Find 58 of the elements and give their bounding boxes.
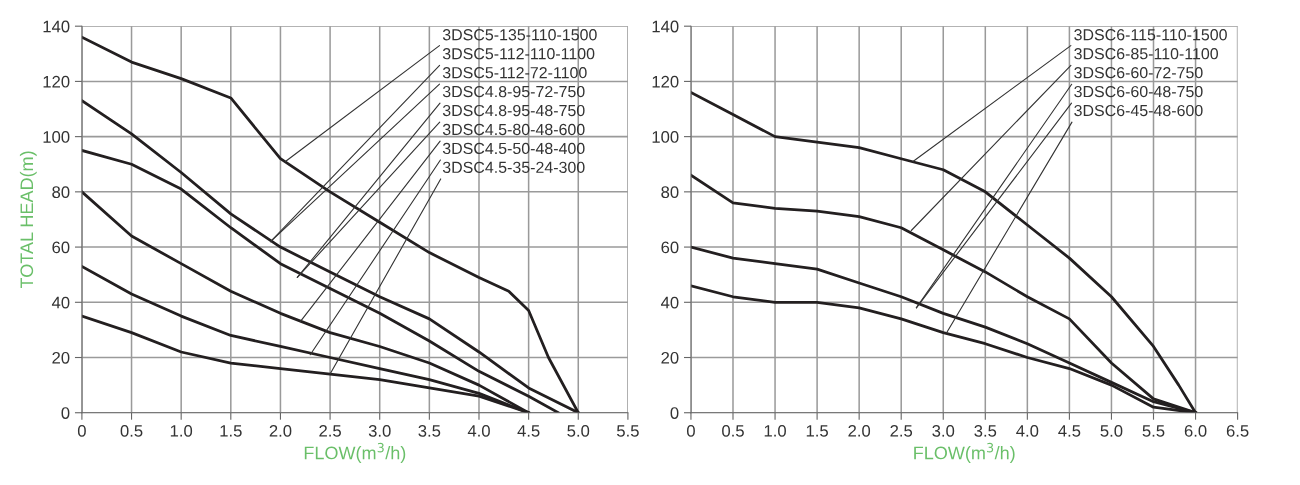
x-tick-label: 2.0 xyxy=(848,424,871,437)
annotation: 3DSC6-45-48-600 xyxy=(1074,104,1203,117)
y-tick-label: 140 xyxy=(652,20,679,33)
x-tick-label: 5.5 xyxy=(616,425,639,437)
y-tick-label: 100 xyxy=(43,131,70,143)
y-tick-label: 0 xyxy=(61,407,70,419)
x-tick-label: 2.5 xyxy=(319,424,341,437)
x-tick-label: 4.0 xyxy=(1016,424,1039,437)
x-tick-label: 2.5 xyxy=(890,424,913,437)
y-tick-label: 120 xyxy=(652,75,679,88)
x-tick-label: 4.0 xyxy=(467,424,490,437)
annotation: 3DSC6-60-72-750 xyxy=(1074,67,1203,79)
y-tick-label: 40 xyxy=(660,296,679,309)
y-tick-label: 100 xyxy=(652,131,679,143)
annotation: 3DSC4.5-50-48-400 xyxy=(442,142,585,155)
x-tick-label: 3.0 xyxy=(932,424,955,437)
x-axis-title: FLOW(m$^{3}$/h) xyxy=(914,442,1015,463)
x-tick-label: 3.0 xyxy=(368,424,391,437)
annotation: 3DSC6-115-110-1500 xyxy=(1074,29,1227,41)
y-tick-label: 140 xyxy=(43,20,70,33)
x-tick-label: 5.0 xyxy=(1100,424,1123,437)
x-tick-label: 6.0 xyxy=(1184,424,1207,437)
y-tick-label: 20 xyxy=(52,351,70,364)
y-tick-label: 40 xyxy=(51,296,70,309)
annotation: 3DSC5-112-110-1100 xyxy=(442,48,595,60)
x-tick-label: 0 xyxy=(686,424,695,437)
x-tick-label: 0.5 xyxy=(120,424,143,437)
x-tick-label: 0 xyxy=(77,424,86,437)
x-tick-label: 6.5 xyxy=(1226,424,1249,437)
y-tick-label: 80 xyxy=(661,186,679,199)
x-tick-label: 1.5 xyxy=(220,425,242,437)
x-tick-label: 1.0 xyxy=(764,424,786,437)
x-tick-label: 5.0 xyxy=(567,424,590,437)
x-tick-label: 3.5 xyxy=(974,424,997,437)
annotation: 3DSC4.8-95-48-750 xyxy=(442,104,585,117)
x-tick-label: 1.5 xyxy=(806,425,828,437)
x-tick-label: 2.0 xyxy=(269,424,292,437)
annotation: 3DSC6-60-48-750 xyxy=(1074,85,1203,98)
annotation: 3DSC4.5-80-48-600 xyxy=(442,123,585,136)
annotation: 3DSC4.8-95-72-750 xyxy=(442,85,585,98)
y-tick-label: 60 xyxy=(661,241,679,254)
y-tick-label: 0 xyxy=(670,407,679,419)
x-tick-label: 4.5 xyxy=(517,425,540,437)
annotation: 3DSC5-135-110-1500 xyxy=(442,29,597,41)
x-tick-label: 3.5 xyxy=(418,424,441,437)
y-tick-label: 60 xyxy=(52,241,70,254)
x-tick-label: 5.5 xyxy=(1142,425,1165,437)
annotation: 3DSC4.5-35-24-300 xyxy=(442,161,585,174)
y-tick-label: 20 xyxy=(661,351,679,364)
annotation: 3DSC5-112-72-1100 xyxy=(442,67,587,79)
y-tick-label: 120 xyxy=(43,75,70,88)
x-tick-label: 1.0 xyxy=(170,424,193,437)
annotation: 3DSC6-85-110-1100 xyxy=(1074,48,1219,60)
x-axis-title: FLOW(m$^{3}$/h) xyxy=(304,442,406,463)
x-tick-label: 4.5 xyxy=(1058,425,1081,437)
y-axis-title: TOTAL HEAD(m) xyxy=(19,151,37,289)
x-tick-label: 0.5 xyxy=(722,424,744,437)
y-tick-label: 80 xyxy=(52,186,70,199)
